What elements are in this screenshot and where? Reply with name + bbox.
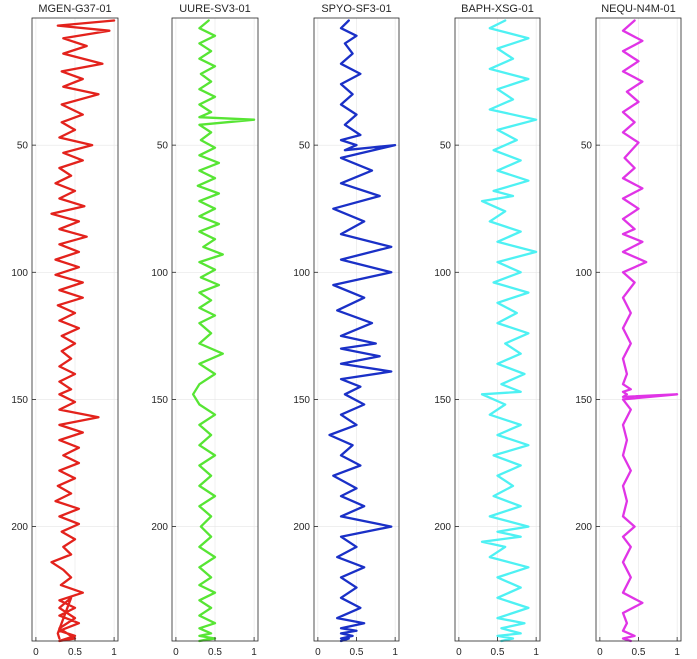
x-tick-label: 0	[597, 647, 603, 658]
y-tick-label: 200	[434, 522, 451, 533]
y-tick-label: 50	[157, 141, 169, 152]
x-tick-label: 0.5	[632, 647, 646, 658]
panel-title: SPYO-SF3-01	[321, 3, 391, 15]
x-tick-label: 0.5	[350, 647, 364, 658]
panel-title: BAPH-XSG-01	[461, 3, 534, 15]
series-line	[191, 19, 256, 643]
series-line	[621, 19, 679, 643]
x-tick-label: 0	[456, 647, 462, 658]
y-tick-label: 200	[575, 522, 592, 533]
x-tick-label: 0.5	[491, 647, 505, 658]
y-tick-label: 100	[575, 268, 592, 279]
x-tick-label: 0.5	[208, 647, 222, 658]
series-line	[480, 19, 538, 643]
x-tick-label: 1	[674, 647, 680, 658]
panel-title: MGEN-G37-01	[38, 3, 111, 15]
series-line	[50, 19, 116, 643]
y-tick-label: 50	[17, 141, 29, 152]
y-tick-label: 100	[293, 268, 310, 279]
y-tick-label: 50	[581, 141, 593, 152]
x-tick-label: 1	[111, 647, 117, 658]
x-tick-label: 1	[392, 647, 398, 658]
y-tick-label: 150	[575, 395, 592, 406]
series-line	[328, 19, 397, 643]
y-tick-label: 150	[293, 395, 310, 406]
y-tick-label: 200	[293, 522, 310, 533]
x-tick-label: 0	[173, 647, 179, 658]
x-tick-label: 0	[315, 647, 321, 658]
x-tick-label: 1	[251, 647, 257, 658]
y-tick-label: 150	[11, 395, 28, 406]
x-tick-label: 1	[533, 647, 539, 658]
y-tick-label: 100	[434, 268, 451, 279]
y-tick-label: 100	[11, 268, 28, 279]
panel-title: UURE-SV3-01	[179, 3, 251, 15]
panel-title: NEQU-N4M-01	[601, 3, 676, 15]
y-tick-label: 200	[11, 522, 28, 533]
y-tick-label: 150	[434, 395, 451, 406]
x-tick-label: 0.5	[68, 647, 82, 658]
y-tick-label: 100	[151, 268, 168, 279]
y-tick-label: 50	[299, 141, 311, 152]
x-tick-label: 0	[33, 647, 39, 658]
y-tick-label: 200	[151, 522, 168, 533]
y-tick-label: 150	[151, 395, 168, 406]
y-tick-label: 50	[440, 141, 452, 152]
